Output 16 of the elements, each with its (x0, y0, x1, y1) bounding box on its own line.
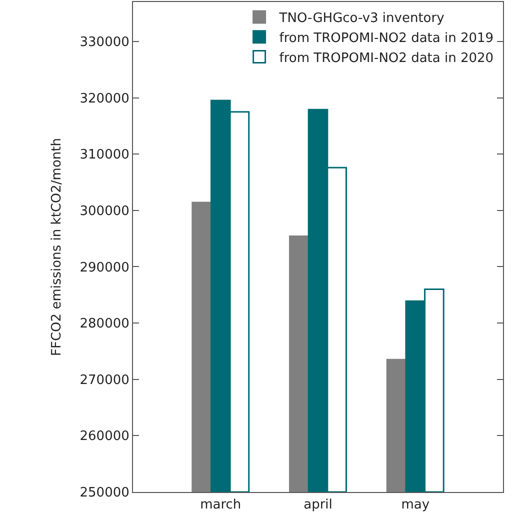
x-tick-label: april (304, 498, 332, 513)
y-axis-title: FFCO2 emissions in ktCO2/month (50, 138, 65, 356)
y-tick-label: 300000 (80, 204, 130, 219)
y-tick-label: 290000 (80, 260, 130, 276)
y-tick-label: 320000 (80, 91, 130, 106)
x-tick-label: march (200, 498, 242, 513)
y-tick-label: 270000 (80, 372, 130, 388)
legend-label: from TROPOMI-NO2 data in 2019 (279, 30, 494, 46)
x-tick-label: may (401, 498, 430, 513)
y-tick-label: 330000 (80, 34, 130, 50)
legend-label: TNO-GHGco-v3 inventory (278, 11, 445, 26)
y-tick-label: 260000 (80, 429, 130, 444)
y-tick-label: 310000 (80, 148, 130, 163)
legend-label: from TROPOMI-NO2 data in 2020 (279, 50, 494, 66)
y-tick-label: 250000 (80, 486, 130, 501)
y-tick-label: 280000 (80, 316, 130, 332)
